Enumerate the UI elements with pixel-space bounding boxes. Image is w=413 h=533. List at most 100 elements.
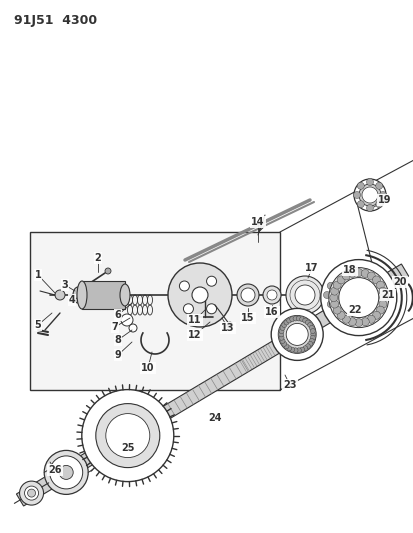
- Circle shape: [375, 182, 382, 189]
- Circle shape: [349, 292, 356, 298]
- Ellipse shape: [120, 284, 130, 306]
- Circle shape: [332, 306, 340, 314]
- Circle shape: [330, 300, 338, 308]
- Ellipse shape: [44, 450, 88, 495]
- Circle shape: [310, 335, 315, 340]
- Text: 1: 1: [35, 270, 41, 280]
- Circle shape: [281, 341, 286, 346]
- Circle shape: [129, 324, 137, 332]
- Text: 18: 18: [342, 265, 356, 275]
- Circle shape: [206, 304, 216, 314]
- Circle shape: [309, 338, 313, 343]
- Circle shape: [296, 348, 301, 353]
- Text: 25: 25: [121, 443, 134, 453]
- Circle shape: [302, 318, 307, 323]
- Ellipse shape: [266, 290, 276, 300]
- Polygon shape: [30, 232, 279, 390]
- Circle shape: [299, 317, 304, 322]
- Circle shape: [375, 281, 384, 289]
- Ellipse shape: [73, 287, 83, 303]
- Circle shape: [354, 319, 362, 327]
- Text: 16: 16: [265, 307, 278, 317]
- Circle shape: [55, 290, 65, 300]
- Circle shape: [285, 324, 307, 345]
- Circle shape: [179, 281, 189, 291]
- Circle shape: [310, 332, 315, 337]
- Circle shape: [28, 489, 36, 497]
- Text: 4: 4: [69, 295, 75, 305]
- Circle shape: [305, 344, 310, 349]
- Text: 2: 2: [95, 253, 101, 263]
- Circle shape: [347, 318, 356, 326]
- Circle shape: [240, 288, 254, 302]
- Text: 26: 26: [48, 465, 62, 475]
- Text: 14: 14: [251, 217, 264, 227]
- Text: 19: 19: [377, 195, 391, 205]
- Circle shape: [283, 320, 288, 325]
- Ellipse shape: [353, 179, 385, 211]
- Circle shape: [336, 276, 344, 284]
- Circle shape: [345, 282, 352, 289]
- Circle shape: [336, 304, 343, 311]
- Text: 10: 10: [141, 363, 154, 373]
- Circle shape: [342, 315, 349, 323]
- Text: 7: 7: [112, 322, 118, 332]
- Circle shape: [329, 294, 337, 302]
- Ellipse shape: [236, 284, 259, 306]
- Circle shape: [366, 205, 373, 212]
- Text: 3: 3: [62, 280, 68, 290]
- Circle shape: [356, 201, 363, 208]
- Circle shape: [378, 287, 386, 295]
- Text: 22: 22: [347, 305, 361, 315]
- Text: 8: 8: [114, 335, 121, 345]
- Circle shape: [294, 285, 314, 305]
- Polygon shape: [17, 264, 408, 506]
- Circle shape: [361, 187, 377, 203]
- Circle shape: [286, 346, 291, 351]
- Ellipse shape: [323, 279, 355, 311]
- Circle shape: [19, 481, 43, 505]
- Circle shape: [379, 191, 386, 198]
- Ellipse shape: [77, 281, 87, 309]
- Circle shape: [354, 269, 362, 277]
- Circle shape: [278, 328, 283, 334]
- Circle shape: [289, 347, 294, 352]
- Circle shape: [320, 260, 396, 336]
- Circle shape: [280, 325, 285, 330]
- Circle shape: [372, 311, 380, 319]
- Ellipse shape: [358, 184, 380, 206]
- Text: 5: 5: [35, 320, 41, 330]
- Text: 6: 6: [114, 310, 121, 320]
- Circle shape: [361, 270, 368, 278]
- Circle shape: [278, 335, 283, 340]
- Circle shape: [271, 309, 323, 360]
- Circle shape: [372, 276, 380, 284]
- Circle shape: [328, 268, 388, 328]
- Ellipse shape: [50, 456, 83, 489]
- Text: 20: 20: [392, 277, 406, 287]
- Circle shape: [356, 182, 363, 189]
- Circle shape: [106, 414, 150, 458]
- Polygon shape: [82, 281, 125, 309]
- Circle shape: [378, 300, 386, 308]
- Circle shape: [331, 287, 347, 303]
- Circle shape: [309, 325, 313, 330]
- Circle shape: [336, 279, 343, 286]
- Text: 23: 23: [282, 380, 296, 390]
- Circle shape: [332, 281, 340, 289]
- Circle shape: [336, 311, 344, 319]
- Circle shape: [292, 316, 297, 321]
- Circle shape: [361, 318, 368, 326]
- Circle shape: [310, 328, 315, 334]
- Circle shape: [345, 301, 352, 308]
- Text: 12: 12: [188, 330, 201, 340]
- Circle shape: [296, 316, 301, 321]
- Polygon shape: [46, 464, 71, 490]
- Circle shape: [286, 318, 291, 323]
- Circle shape: [82, 390, 173, 482]
- Circle shape: [280, 338, 285, 343]
- Circle shape: [24, 486, 38, 500]
- Circle shape: [278, 316, 316, 353]
- Ellipse shape: [328, 284, 350, 306]
- Circle shape: [192, 287, 207, 303]
